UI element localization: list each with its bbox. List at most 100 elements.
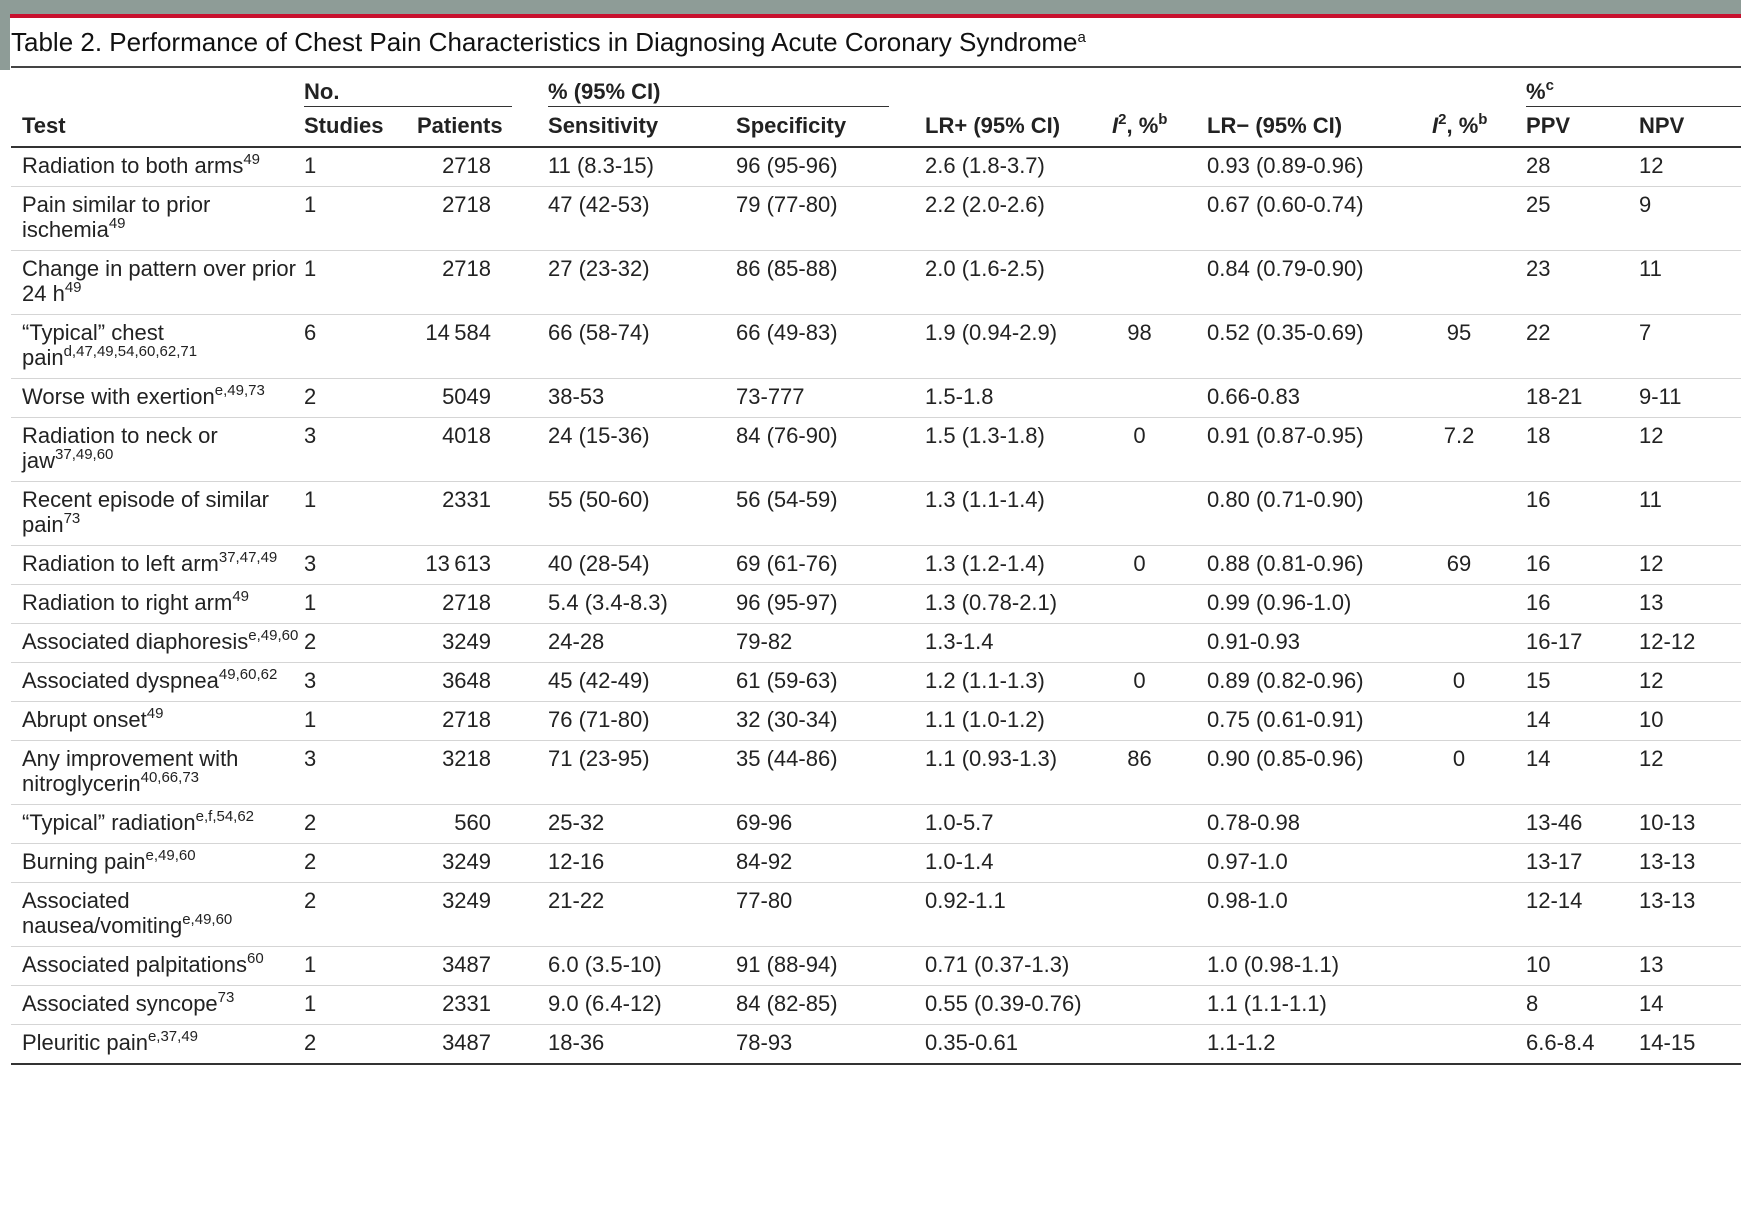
test-references: e,49,60 xyxy=(248,627,299,644)
column-header-italic: I xyxy=(1112,113,1119,138)
group-header-text: % xyxy=(1526,79,1546,104)
column-header: Test xyxy=(11,109,304,148)
table-cell: 55 (50-60) xyxy=(548,481,737,546)
column-header-text: , % xyxy=(1446,113,1479,138)
column-header-row: Test Studies Patients Sensitivity Specificit… xyxy=(11,109,1741,148)
test-name: Radiation to neck or jaw xyxy=(22,423,218,473)
table-cell: 1 xyxy=(304,946,417,986)
table-cell: 95 xyxy=(1432,314,1527,379)
table-cell: 1 xyxy=(304,147,417,187)
table-cell: 1.3-1.4 xyxy=(925,623,1113,663)
table-cell: 16 xyxy=(1526,545,1640,585)
table-cell: 69 xyxy=(1432,545,1527,585)
table-cell: 12-12 xyxy=(1639,623,1741,663)
table-cell: 3 xyxy=(304,417,417,482)
table-cell: 2 xyxy=(304,378,417,418)
table-cell xyxy=(1112,623,1208,663)
table-cell: 0.88 (0.81-0.96) xyxy=(1207,545,1433,585)
test-references: e,49,73 xyxy=(214,382,265,399)
table-cell: 84-92 xyxy=(736,843,926,883)
title-note: a xyxy=(1077,29,1086,46)
table-row: Any improvement with nitroglycerin40,66,… xyxy=(11,740,1741,805)
table-cell: 0.91-0.93 xyxy=(1207,623,1433,663)
table-cell: 4018 xyxy=(417,417,549,482)
column-header-text: , % xyxy=(1126,113,1159,138)
table-cell xyxy=(1432,147,1527,187)
group-header: No. xyxy=(304,79,513,107)
table-cell: 0 xyxy=(1112,662,1208,702)
table-cell: 10 xyxy=(1639,701,1741,741)
table-cell: 1 xyxy=(304,481,417,546)
table-cell: 96 (95-97) xyxy=(736,584,926,624)
table-cell: 1.3 (1.1-1.4) xyxy=(925,481,1113,546)
table-cell: 28 xyxy=(1526,147,1640,187)
test-references: 37,47,49 xyxy=(218,549,278,566)
table-cell: 0.80 (0.71-0.90) xyxy=(1207,481,1433,546)
table-cell: 0.67 (0.60-0.74) xyxy=(1207,186,1433,251)
column-header: Studies xyxy=(304,109,417,148)
table-cell: 18-21 xyxy=(1526,378,1640,418)
table-cell xyxy=(1432,946,1527,986)
table-row: Radiation to right arm49 1 2718 5.4 (3.4-8.… xyxy=(11,584,1741,624)
table-cell xyxy=(1432,701,1527,741)
table-cell: 1.1 (0.93-1.3) xyxy=(925,740,1113,805)
table-row: Associated palpitations60 1 3487 6.0 (3.5-1… xyxy=(11,946,1741,986)
test-references: 60 xyxy=(247,950,264,967)
table-cell: 78-93 xyxy=(736,1024,926,1065)
table-cell xyxy=(1112,843,1208,883)
table-cell: 2331 xyxy=(417,481,549,546)
table-cell: 0.78-0.98 xyxy=(1207,804,1433,844)
table-cell: 0 xyxy=(1112,417,1208,482)
table-cell xyxy=(1432,623,1527,663)
table-cell: 1.0 (0.98-1.1) xyxy=(1207,946,1433,986)
table-row: Associated diaphoresise,49,60 2 3249 24-28 7… xyxy=(11,623,1741,663)
table-cell: 2 xyxy=(304,1024,417,1065)
test-name: Associated diaphoresis xyxy=(22,629,249,654)
table-cell: 61 (59-63) xyxy=(736,662,926,702)
table-cell: 1.1 (1.1-1.1) xyxy=(1207,985,1433,1025)
test-references: 49 xyxy=(243,151,261,168)
table-cell: 23 xyxy=(1526,250,1640,315)
table-cell: 16 xyxy=(1526,584,1640,624)
table-cell: 0.89 (0.82-0.96) xyxy=(1207,662,1433,702)
table-cell: 0.66-0.83 xyxy=(1207,378,1433,418)
table-cell: 3 xyxy=(304,740,417,805)
column-header: LR+ (95% CI) xyxy=(925,109,1113,148)
test-name: Radiation to left arm xyxy=(22,551,219,576)
column-header: LR− (95% CI) xyxy=(1207,109,1433,148)
table-cell: 21-22 xyxy=(548,882,737,947)
group-header: % (95% CI) xyxy=(548,79,890,107)
table-cell: 91 (88-94) xyxy=(736,946,926,986)
table-cell: 3487 xyxy=(417,946,549,986)
column-header: I2, %b xyxy=(1432,109,1527,148)
test-name: Worse with exertion xyxy=(22,384,215,409)
table-cell xyxy=(1432,882,1527,947)
table-cell: 2 xyxy=(304,882,417,947)
table-cell: 0.55 (0.39-0.76) xyxy=(925,985,1113,1025)
table-cell: 13-13 xyxy=(1639,843,1741,883)
column-header-sup: 2 xyxy=(1118,111,1127,128)
test-cell: Pain similar to prior ischemia49 xyxy=(11,186,304,251)
table-cell: 1.5-1.8 xyxy=(925,378,1113,418)
table-cell xyxy=(1112,186,1208,251)
table-row: Abrupt onset49 1 2718 76 (71-80) 32 (30-34) 1… xyxy=(11,701,1741,741)
table-cell: 12 xyxy=(1639,740,1741,805)
test-references: e,f,54,62 xyxy=(195,808,255,825)
table-cell: 12-14 xyxy=(1526,882,1640,947)
table-cell: 5.4 (3.4-8.3) xyxy=(548,584,737,624)
table-row: Worse with exertione,49,73 2 5049 38-53 73-7… xyxy=(11,378,1741,418)
table-cell: 84 (76-90) xyxy=(736,417,926,482)
test-name: Change in pattern over prior 24 h xyxy=(22,256,296,306)
group-header: %c xyxy=(1526,78,1741,107)
table-cell: 0.75 (0.61-0.91) xyxy=(1207,701,1433,741)
test-references: 73 xyxy=(63,510,81,527)
table-cell xyxy=(1112,882,1208,947)
test-references: 40,66,73 xyxy=(140,769,199,786)
table-cell: 1.2 (1.1-1.3) xyxy=(925,662,1113,702)
test-name: Associated syncope xyxy=(22,991,218,1016)
table-cell: 2718 xyxy=(417,701,549,741)
table-cell: 11 (8.3-15) xyxy=(548,147,737,187)
table-cell: 560 xyxy=(417,804,549,844)
table-cell: 0.84 (0.79-0.90) xyxy=(1207,250,1433,315)
table-cell: 0.92-1.1 xyxy=(925,882,1113,947)
